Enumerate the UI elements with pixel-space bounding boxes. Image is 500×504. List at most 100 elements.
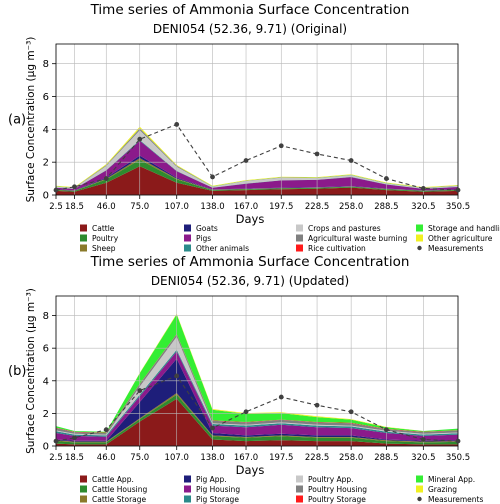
measurement-point [278, 143, 284, 149]
axes-frame [55, 295, 459, 447]
x-tick-label: 350.5 [446, 453, 470, 463]
x-tick-label: 350.5 [446, 202, 470, 212]
measurement-point [103, 176, 109, 181]
x-tick-label: 258.0 [339, 202, 363, 212]
legend-swatch [296, 224, 303, 232]
x-tick-label: 197.5 [269, 202, 293, 212]
x-tick-label: 258.0 [339, 453, 363, 463]
legend-label: Goats [196, 224, 218, 233]
x-tick-label: 46.0 [97, 202, 116, 212]
x-tick-label: 75.0 [130, 453, 149, 463]
legend-swatch [80, 224, 87, 232]
legend-swatch [184, 495, 191, 503]
y-tick-label: 8 [43, 311, 49, 322]
y-tick-label: 8 [43, 59, 49, 70]
legend-swatch [80, 495, 87, 503]
measurement-point [278, 394, 284, 400]
legend-marker [417, 245, 422, 251]
y-axis-label: Surface Concentration (μg m⁻³) [25, 37, 37, 203]
legend-swatch [416, 234, 423, 242]
panel-original: Time series of Ammonia Surface Concentra… [8, 2, 500, 253]
legend-label: Pigs [196, 234, 211, 243]
legend-swatch [80, 234, 87, 242]
legend-swatch [184, 224, 191, 232]
axes-frame [55, 43, 459, 196]
panel-label: (b) [8, 364, 26, 379]
legend-label: Cattle Storage [92, 495, 147, 504]
legend-label: Pig App. [196, 475, 227, 484]
measurement-point [137, 136, 143, 142]
legend-swatch [80, 244, 87, 252]
x-tick-label: 107.0 [165, 202, 189, 212]
x-tick-label: 107.0 [165, 453, 189, 463]
x-tick-label: 288.5 [374, 202, 398, 212]
area-series-cattle-app [56, 398, 458, 446]
legend-swatch [296, 234, 303, 242]
measurement-point [383, 176, 389, 181]
legend-swatch [296, 244, 303, 252]
legend-label: Pig Storage [196, 495, 239, 504]
area-series-cattle [56, 166, 458, 195]
legend-swatch [184, 475, 191, 483]
x-axis-label: Days [236, 463, 265, 477]
legend-marker [417, 496, 422, 502]
legend-swatch [296, 485, 303, 493]
legend-label: Cattle App. [92, 475, 134, 484]
measurement-point [348, 409, 354, 415]
legend-label: Measurements [428, 244, 483, 253]
legend-swatch [80, 475, 87, 483]
legend-swatch [416, 475, 423, 483]
legend-label: Crops and pastures [308, 224, 381, 233]
measurement-point [420, 186, 426, 191]
measurement-point [383, 427, 389, 433]
x-tick-label: 228.5 [305, 202, 329, 212]
legend-swatch [416, 224, 423, 232]
legend-swatch [80, 485, 87, 493]
legend-swatch [416, 485, 423, 493]
y-tick-label: 4 [43, 376, 49, 387]
legend-label: Storage and handling of agricultural pro… [428, 224, 500, 233]
y-tick-label: 0 [43, 442, 49, 453]
x-tick-label: 46.0 [97, 453, 116, 463]
x-tick-label: 75.0 [130, 202, 149, 212]
measurement-point [243, 158, 249, 163]
legend-label: Sheep [92, 244, 116, 253]
legend-label: Measurements [428, 495, 483, 504]
panel-updated: Time series of Ammonia Surface Concentra… [8, 254, 483, 504]
y-tick-label: 2 [43, 409, 49, 420]
measurement-point [210, 174, 215, 180]
y-tick-label: 2 [43, 158, 49, 169]
x-axis-label: Days [236, 212, 265, 226]
measurement-point [103, 427, 109, 433]
legend-label: Poultry Storage [308, 495, 366, 504]
x-tick-label: 228.5 [305, 453, 329, 463]
chart-title: Time series of Ammonia Surface Concentra… [90, 2, 410, 18]
measurement-point [137, 388, 143, 393]
x-tick-label: 320.5 [411, 453, 435, 463]
measurement-point [455, 187, 461, 193]
measurement-point [455, 438, 461, 444]
legend-label: Mineral App. [428, 475, 475, 484]
x-tick-label: 167.0 [234, 453, 258, 463]
legend-label: Pig Housing [196, 485, 240, 494]
legend-swatch [296, 475, 303, 483]
y-axis-label: Surface Concentration (μg m⁻³) [25, 288, 37, 454]
x-tick-label: 2.5 [49, 453, 63, 463]
y-tick-label: 0 [43, 191, 49, 202]
measurement-point [243, 409, 249, 415]
measurement-point [314, 151, 320, 157]
legend-swatch [184, 234, 191, 242]
legend-label: Other animals [196, 244, 249, 253]
legend-swatch [296, 495, 303, 503]
x-tick-label: 18.5 [65, 202, 84, 212]
measurement-point [314, 402, 320, 408]
x-tick-label: 138.0 [200, 453, 224, 463]
x-tick-label: 288.5 [374, 453, 398, 463]
legend-swatch [184, 244, 191, 252]
y-tick-label: 4 [43, 125, 49, 136]
x-tick-label: 18.5 [65, 453, 84, 463]
chart-subtitle: DENI054 (52.36, 9.71) (Updated) [151, 274, 349, 288]
measurement-point [53, 187, 59, 193]
x-tick-label: 197.5 [269, 453, 293, 463]
